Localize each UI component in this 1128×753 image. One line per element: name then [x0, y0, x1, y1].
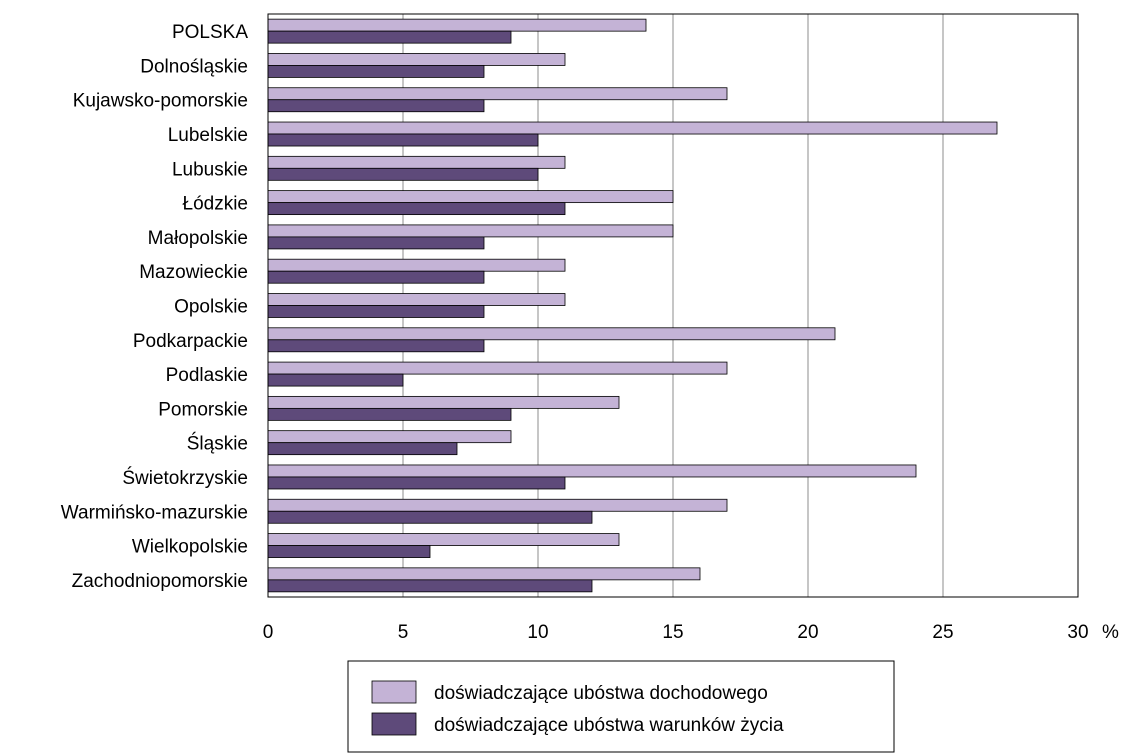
bar-income-poverty [267, 155, 566, 169]
category-label: Dolnośląskie [140, 56, 248, 77]
bar-income-poverty [267, 567, 701, 581]
x-tick-label: 20 [797, 622, 818, 643]
category-label: Mazowieckie [139, 262, 248, 283]
category-label: Małopolskie [148, 228, 248, 249]
bar-income-poverty [267, 464, 917, 478]
bar-income-poverty [267, 293, 566, 306]
bar-income-poverty [267, 18, 647, 32]
bar-living-conditions-poverty [267, 442, 458, 456]
category-label: Śląskie [187, 433, 248, 455]
x-tick-label: 30 [1067, 622, 1088, 643]
bar-income-poverty [267, 190, 674, 204]
bar-income-poverty [267, 224, 674, 238]
legend-label: doświadczające ubóstwa warunków życia [434, 715, 784, 736]
bar-living-conditions-poverty [267, 476, 566, 490]
bar-living-conditions-poverty [267, 133, 539, 147]
bar-income-poverty [267, 361, 728, 375]
bar-living-conditions-poverty [267, 65, 485, 78]
category-label: Łódzkie [183, 194, 249, 215]
x-tick-label: 5 [398, 622, 409, 643]
x-tick-label: 25 [932, 622, 953, 643]
category-label: Opolskie [174, 297, 248, 318]
bar-income-poverty [267, 395, 620, 409]
bar-income-poverty [267, 53, 566, 66]
x-tick-label: 10 [527, 622, 548, 643]
bar-living-conditions-poverty [267, 236, 485, 250]
category-label: Kujawsko-pomorskie [73, 91, 248, 112]
bar-living-conditions-poverty [267, 407, 512, 421]
bar-income-poverty [267, 498, 728, 512]
bar-living-conditions-poverty [267, 545, 431, 558]
legend-swatch [371, 680, 417, 704]
bar-income-poverty [267, 327, 836, 341]
bars [267, 18, 998, 593]
category-label: Lubelskie [168, 125, 248, 146]
bar-living-conditions-poverty [267, 167, 539, 181]
x-axis-unit: % [1102, 622, 1119, 643]
bar-income-poverty [267, 258, 566, 272]
bar-living-conditions-poverty [267, 339, 485, 353]
bar-income-poverty [267, 430, 512, 444]
category-labels: POLSKA Dolnośląskie Kujawsko-pomorskie Lube… [61, 22, 249, 592]
bar-living-conditions-poverty [267, 510, 593, 524]
bar-income-poverty [267, 87, 728, 101]
x-tick-label: 15 [662, 622, 683, 643]
bar-living-conditions-poverty [267, 30, 512, 44]
bar-living-conditions-poverty [267, 202, 566, 216]
plot-frame [267, 13, 1079, 598]
category-label: Wielkopolskie [132, 537, 248, 558]
x-tick-labels: 0 5 10 15 20 25 30 [263, 622, 1089, 643]
x-tick-label: 0 [263, 622, 274, 643]
category-label: Świetokrzyskie [122, 467, 248, 489]
category-label: Lubuskie [172, 159, 248, 180]
bar-living-conditions-poverty [267, 579, 593, 593]
legend: doświadczające ubóstwa dochodowego doświa… [347, 660, 895, 753]
category-label: Podlaskie [166, 365, 248, 386]
legend-box [347, 660, 895, 753]
bar-living-conditions-poverty [267, 373, 404, 387]
category-label: Podkarpackie [133, 331, 248, 352]
bar-living-conditions-poverty [267, 305, 485, 318]
category-label: Pomorskie [158, 399, 248, 420]
category-label: POLSKA [172, 22, 248, 43]
category-label: Warmińsko-mazurskie [61, 502, 248, 523]
legend-label: doświadczające ubóstwa dochodowego [434, 683, 768, 704]
legend-swatch [371, 712, 417, 736]
category-label: Zachodniopomorskie [72, 571, 248, 592]
bar-living-conditions-poverty [267, 270, 485, 284]
bar-living-conditions-poverty [267, 99, 485, 113]
bar-income-poverty [267, 533, 620, 546]
bar-income-poverty [267, 121, 998, 135]
